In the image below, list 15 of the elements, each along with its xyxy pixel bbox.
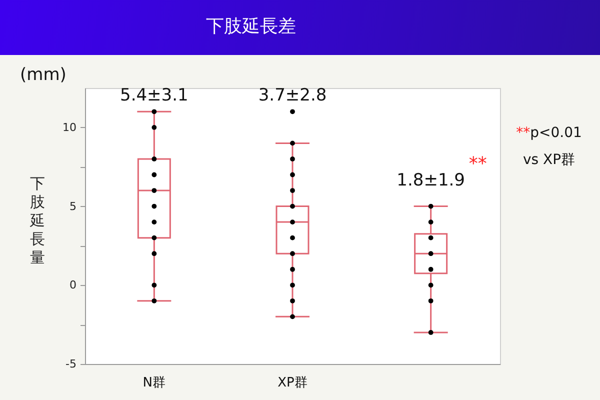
annotation: ** (468, 153, 487, 174)
text: vs XP群 (522, 151, 576, 170)
annotation: 3.7±2.8 (258, 86, 327, 106)
text: (mm) (20, 64, 66, 86)
y-axis-title: 下肢延長量 (29, 174, 45, 266)
annotation: 5.4±3.1 (120, 86, 188, 106)
text: **p<0.01 (515, 124, 583, 143)
y-tick-label: -5 (66, 358, 76, 370)
y-tick-label: 0 (70, 278, 76, 292)
y-tick-label: 5 (70, 200, 76, 213)
x-tick-label: N群 (142, 376, 166, 390)
chart-title: 下肢延長差 (206, 15, 296, 39)
x-tick-label: XP群 (278, 376, 308, 390)
annotation: 1.8±1.9 (396, 170, 465, 190)
y-tick-label: 10 (62, 120, 76, 134)
